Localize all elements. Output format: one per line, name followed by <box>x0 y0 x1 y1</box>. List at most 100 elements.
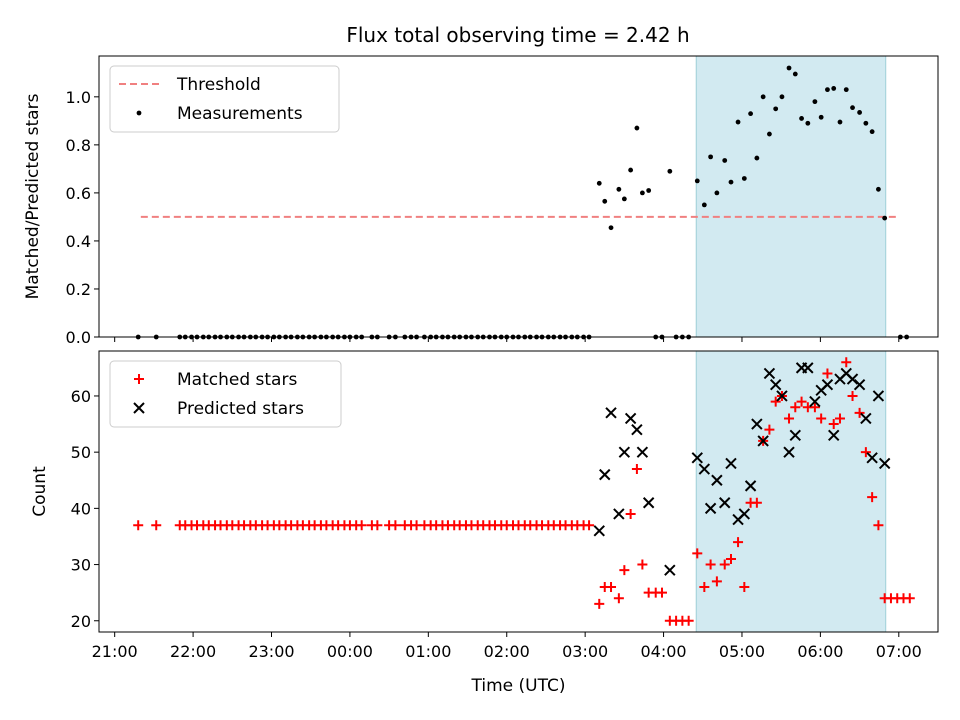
y-tick-label: 30 <box>71 556 91 575</box>
legend-predicted-swatch <box>133 402 145 414</box>
matched-stars-point <box>796 396 807 407</box>
legend-measurements-swatch <box>136 110 142 116</box>
matched-stars-point <box>719 559 730 570</box>
x-tick-label: 00:00 <box>327 642 373 661</box>
x-tick-label: 03:00 <box>562 642 608 661</box>
y-tick-label: 0.4 <box>66 232 91 251</box>
matched-stars-point <box>904 593 915 604</box>
x-tick-label: 21:00 <box>92 642 138 661</box>
measurement-point <box>869 129 875 135</box>
predicted-stars-point <box>636 446 649 458</box>
ratio-panel: 0.0 0.2 0.4 0.6 0.8 1.0 Matched/Predicted star… <box>23 55 939 347</box>
matched-stars-point <box>619 565 630 576</box>
matched-stars-point <box>625 508 636 519</box>
predicted-stars-point <box>624 412 637 425</box>
matched-stars-point <box>606 582 617 593</box>
measurement-point <box>646 188 652 193</box>
predicted-stars-point <box>757 435 769 447</box>
y-tick-label: 60 <box>71 387 91 406</box>
matched-stars-point <box>683 615 694 626</box>
predicted-stars-point <box>866 452 878 464</box>
measurement-point <box>667 168 673 174</box>
measurement-point <box>812 99 818 105</box>
matched-stars-point <box>692 548 703 559</box>
measurement-point <box>876 186 881 192</box>
observing-window-span <box>695 350 887 633</box>
y-tick-label: 40 <box>71 499 91 518</box>
measurement-point <box>786 65 792 71</box>
predicted-stars-point <box>846 373 859 385</box>
measurement-point <box>694 178 700 184</box>
x-tick-label: 22:00 <box>170 642 216 661</box>
predicted-stars-point <box>853 379 866 391</box>
measurement-point <box>773 106 779 112</box>
measurement-point <box>728 179 734 185</box>
predicted-stars-point <box>719 497 731 509</box>
x-tick-label: 07:00 <box>876 642 922 661</box>
measurement-point <box>805 120 811 126</box>
measurement-point <box>882 215 888 221</box>
measurement-point <box>748 111 753 117</box>
matched-stars-point <box>841 357 852 368</box>
measurement-point <box>818 114 824 120</box>
measurement-point <box>850 105 855 111</box>
predicted-stars-point <box>776 390 788 402</box>
x-tick-label: 05:00 <box>719 642 765 661</box>
matched-stars-point <box>764 424 775 435</box>
predicted-stars-point <box>698 463 711 475</box>
legend-label: Matched stars <box>177 370 297 390</box>
matched-stars-point <box>834 413 845 424</box>
matched-stars-point <box>637 559 648 570</box>
y-tick-label: 50 <box>71 443 91 462</box>
predicted-stars-point <box>783 446 795 458</box>
y-axis-label: Matched/Predicted stars <box>23 93 43 299</box>
matched-stars-point <box>372 520 383 531</box>
matched-stars-point <box>613 593 624 604</box>
predicted-stars-point <box>704 502 717 515</box>
matched-stars-point <box>356 520 367 531</box>
legend-label: Threshold <box>176 75 261 95</box>
predicted-stars-point <box>802 362 814 374</box>
measurement-point <box>621 196 627 202</box>
predicted-stars-point <box>618 446 631 458</box>
matched-stars-point <box>711 576 722 587</box>
measurement-point <box>825 87 830 93</box>
matched-stars-point <box>733 537 744 548</box>
matched-stars-point <box>133 520 144 531</box>
y-tick-label: 20 <box>71 612 91 631</box>
legend-matched-swatch <box>134 374 144 384</box>
predicted-stars-point <box>744 480 757 492</box>
matched-stars-point <box>867 492 878 503</box>
matched-stars-point <box>860 447 871 458</box>
measurement-point <box>639 190 645 196</box>
measurement-point <box>754 155 760 161</box>
measurement-point <box>837 119 843 125</box>
y-tick-label: 0.2 <box>66 280 91 299</box>
measurement-point <box>779 94 785 100</box>
matched-stars-point <box>873 520 884 531</box>
measurement-point <box>857 110 862 115</box>
matched-stars-point <box>854 407 865 418</box>
x-tick-label: 04:00 <box>641 642 687 661</box>
predicted-stars-point <box>738 508 751 520</box>
matched-stars-point <box>656 587 667 598</box>
matched-stars-point <box>631 464 642 475</box>
x-tick-label: 23:00 <box>248 642 294 661</box>
matched-stars-point <box>828 419 839 430</box>
predicted-stars-point <box>725 457 737 470</box>
legend-label: Predicted stars <box>177 399 304 419</box>
predicted-stars-point <box>599 468 611 481</box>
predicted-stars-point <box>872 390 885 402</box>
legend-box <box>109 360 342 428</box>
measurement-point <box>708 154 714 160</box>
matched-stars-point <box>594 598 605 609</box>
matched-stars-point <box>847 390 858 401</box>
predicted-stars-point <box>751 418 763 430</box>
predicted-stars-point <box>593 525 605 537</box>
measurement-point <box>722 158 728 163</box>
matched-stars-point <box>822 368 833 379</box>
measurement-point <box>741 176 747 181</box>
predicted-stars-point <box>605 407 617 419</box>
predicted-stars-point <box>691 452 703 464</box>
